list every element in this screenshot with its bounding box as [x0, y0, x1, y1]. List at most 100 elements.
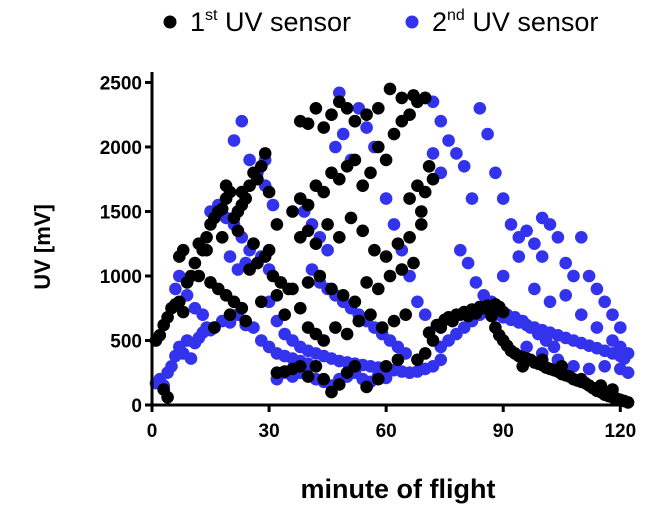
point-s2-200: [520, 340, 533, 354]
point-s1-205: [555, 360, 569, 373]
point-s2-204: [582, 362, 596, 376]
series-1: [149, 82, 635, 409]
legend-label-1: 1st UV sensor: [190, 7, 351, 37]
x-tick-label-120: 120: [604, 421, 636, 442]
x-tick-label-90: 90: [493, 421, 514, 442]
x-tick-label-60: 60: [376, 421, 397, 442]
point-s1-143: [426, 172, 440, 186]
legend-marker-1: [163, 15, 177, 29]
point-s1-121: [415, 218, 428, 231]
point-s1-89: [364, 166, 377, 180]
legend: 1st UV sensor 2nd UV sensor: [163, 7, 598, 37]
point-s1-54: [208, 321, 221, 334]
point-s1-108: [407, 89, 420, 102]
point-s1-94: [403, 108, 416, 121]
point-s1-46: [200, 243, 213, 257]
point-s1-112: [309, 237, 323, 250]
point-s2-9: [184, 352, 198, 365]
point-s1-30: [251, 172, 264, 186]
point-s2-196: [590, 321, 604, 334]
point-s2-188: [614, 321, 627, 334]
point-s1-109: [418, 91, 432, 105]
point-s1-103: [348, 114, 362, 128]
point-s1-132: [317, 334, 331, 347]
point-s1-100: [325, 108, 338, 121]
y-tick-label-0: 0: [131, 396, 142, 417]
point-s2-185: [590, 282, 604, 296]
point-s1-6: [173, 295, 186, 309]
point-s2-191: [512, 250, 526, 263]
x-tick-label-30: 30: [259, 421, 280, 442]
point-s1-135: [352, 314, 366, 328]
point-s1-9: [161, 391, 174, 404]
point-s2-99: [360, 121, 373, 134]
point-s1-206: [575, 372, 588, 386]
point-s2-154: [457, 160, 471, 173]
point-s2-155: [465, 192, 479, 205]
point-s1-129: [383, 269, 397, 283]
point-s1-11: [176, 243, 190, 257]
point-s1-166: [477, 301, 491, 315]
point-s1-72: [333, 378, 346, 391]
point-s1-14: [188, 256, 202, 270]
legend-marker-2: [405, 15, 419, 29]
point-s1-119: [391, 237, 405, 250]
point-s2-194: [559, 289, 572, 302]
point-s1-31: [254, 160, 268, 173]
point-s1-105: [372, 102, 385, 115]
point-s1-102: [340, 102, 354, 115]
point-s1-115: [344, 211, 358, 225]
point-s1-117: [368, 243, 381, 257]
point-s1-140: [403, 192, 416, 205]
point-s1-50: [262, 243, 276, 257]
point-s1-111: [301, 224, 315, 238]
y-tick-label-2500: 2500: [100, 73, 142, 94]
point-s1-97: [301, 117, 315, 130]
point-s1-202: [621, 396, 635, 409]
x-tick-label-0: 0: [147, 421, 158, 442]
point-s2-184: [582, 269, 596, 283]
point-s2-177: [547, 340, 561, 354]
point-s2-121: [418, 308, 432, 322]
point-s2-164: [535, 250, 549, 263]
point-s2-207: [621, 366, 635, 380]
point-s2-160: [504, 218, 518, 231]
point-s1-127: [360, 276, 373, 289]
point-s2-162: [520, 224, 533, 238]
point-s1-136: [364, 308, 377, 322]
point-s1-69: [309, 360, 323, 373]
point-s1-124: [325, 282, 338, 296]
point-s1-138: [387, 314, 401, 328]
point-s1-85: [333, 172, 346, 186]
point-s1-67: [294, 360, 307, 373]
point-s2-163: [528, 237, 541, 250]
point-s1-75: [360, 380, 373, 394]
point-s2-4: [165, 360, 178, 373]
point-s1-56: [239, 314, 252, 328]
point-s1-208: [606, 383, 619, 396]
point-s1-104: [360, 108, 373, 121]
point-s1-39: [235, 301, 249, 315]
point-s1-207: [594, 379, 608, 392]
point-s2-157: [481, 127, 494, 141]
point-s1-33: [262, 185, 276, 199]
point-s2-190: [496, 269, 510, 283]
point-s1-90: [372, 140, 385, 154]
point-s1-78: [391, 353, 405, 367]
point-s1-49: [247, 237, 260, 250]
point-s2-179: [543, 218, 557, 231]
point-s1-114: [333, 231, 346, 244]
point-s2-124: [442, 134, 455, 147]
point-s2-166: [461, 256, 475, 270]
point-s2-117: [387, 218, 401, 231]
y-axis-label: UV [mV]: [30, 204, 55, 290]
point-s2-167: [469, 276, 483, 289]
point-s1-144: [415, 205, 428, 218]
point-s1-128: [372, 282, 385, 296]
point-s2-96: [336, 127, 350, 141]
point-s1-57: [254, 295, 268, 309]
point-s1-123: [313, 269, 327, 283]
point-s2-19: [196, 308, 209, 322]
point-s2-75: [434, 353, 448, 367]
